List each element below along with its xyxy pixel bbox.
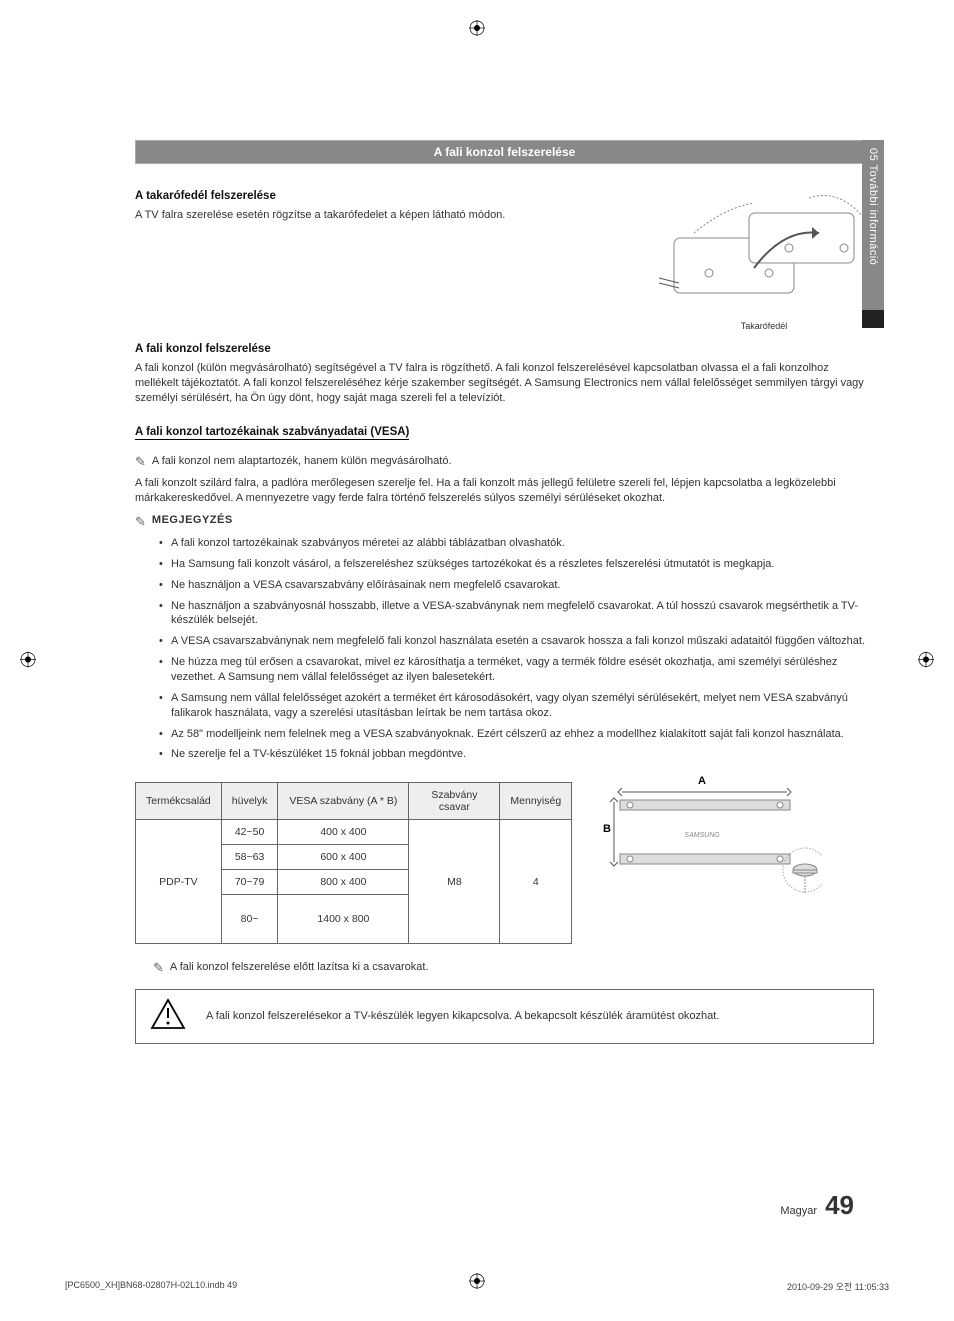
section-side-marker bbox=[862, 310, 884, 328]
warning-box: A fali konzol felszerelésekor a TV-készü… bbox=[135, 989, 874, 1044]
label-a: A bbox=[698, 775, 706, 787]
bracket-illustration: A B SAMSUNG bbox=[592, 772, 822, 925]
section-title-bar: A fali konzol felszerelése bbox=[135, 140, 874, 164]
td-inch: 58~63 bbox=[221, 845, 278, 870]
warning-text: A fali konzol felszerelésekor a TV-készü… bbox=[206, 1009, 719, 1024]
list-item: Ne szerelje fel a TV-készüléket 15 fokná… bbox=[159, 747, 874, 762]
crop-mark-icon bbox=[469, 20, 485, 39]
install-text: A fali konzol (külön megvásárolható) seg… bbox=[135, 361, 874, 406]
page-footer: Magyar 49 bbox=[780, 1190, 854, 1221]
td-inch: 70~79 bbox=[221, 870, 278, 895]
spec-text: A fali konzolt szilárd falra, a padlóra … bbox=[135, 476, 874, 506]
notes-list: A fali konzol tartozékainak szabványos m… bbox=[159, 536, 874, 762]
warning-icon bbox=[150, 998, 186, 1035]
td-inch: 42~50 bbox=[221, 820, 278, 845]
td-vesa: 400 x 400 bbox=[278, 820, 409, 845]
blanking-text: A TV falra szerelése esetén rögzítse a t… bbox=[135, 208, 634, 223]
td-inch: 80~ bbox=[221, 895, 278, 944]
td-vesa: 600 x 400 bbox=[278, 845, 409, 870]
spec-heading: A fali konzol tartozékainak szabványadat… bbox=[135, 426, 409, 440]
list-item: Ne használjon a VESA csavarszabvány előí… bbox=[159, 578, 874, 593]
footer-lang: Magyar bbox=[780, 1205, 817, 1217]
th-family: Termékcsalád bbox=[136, 783, 222, 820]
td-family: PDP-TV bbox=[136, 820, 222, 944]
section-side-tab: 05 További információ bbox=[862, 140, 884, 310]
list-item: Ha Samsung fali konzolt vásárol, a felsz… bbox=[159, 557, 874, 572]
table-row: Termékcsalád hüvelyk VESA szabvány (A * … bbox=[136, 783, 572, 820]
td-screw: M8 bbox=[409, 820, 500, 944]
list-item: Ne használjon a szabványosnál hosszabb, … bbox=[159, 599, 874, 629]
th-qty: Mennyiség bbox=[500, 783, 572, 820]
print-info: [PC6500_XH]BN68-02807H-02L10.indb 49 201… bbox=[65, 1280, 889, 1293]
list-item: Ne húzza meg túl erősen a csavarokat, mi… bbox=[159, 655, 874, 685]
page-number: 49 bbox=[825, 1190, 854, 1221]
note-icon: ✎ bbox=[153, 961, 164, 974]
svg-text:SAMSUNG: SAMSUNG bbox=[684, 832, 720, 839]
td-vesa: 800 x 400 bbox=[278, 870, 409, 895]
label-b: B bbox=[603, 823, 611, 835]
note-label: MEGJEGYZÉS bbox=[152, 514, 233, 526]
crop-mark-icon bbox=[20, 651, 36, 670]
th-vesa: VESA szabvány (A * B) bbox=[278, 783, 409, 820]
loosen-note: A fali konzol felszerelése előtt lazítsa… bbox=[170, 960, 429, 975]
list-item: Az 58" modelljeink nem felelnek meg a VE… bbox=[159, 727, 874, 742]
print-timestamp: 2010-09-29 오전 11:05:33 bbox=[787, 1280, 889, 1293]
th-screw: Szabvány csavar bbox=[409, 783, 500, 820]
print-filename: [PC6500_XH]BN68-02807H-02L10.indb 49 bbox=[65, 1280, 237, 1293]
table-row: PDP-TV 42~50 400 x 400 M8 4 bbox=[136, 820, 572, 845]
install-heading: A fali konzol felszerelése bbox=[135, 343, 874, 355]
list-item: A VESA csavarszabványnak nem megfelelő f… bbox=[159, 634, 874, 649]
note-icon: ✎ bbox=[135, 455, 146, 468]
spec-note1: A fali konzol nem alaptartozék, hanem kü… bbox=[152, 454, 452, 469]
crop-mark-icon bbox=[918, 651, 934, 670]
td-vesa: 1400 x 800 bbox=[278, 895, 409, 944]
vesa-table: Termékcsalád hüvelyk VESA szabvány (A * … bbox=[135, 782, 572, 944]
th-inch: hüvelyk bbox=[221, 783, 278, 820]
list-item: A Samsung nem vállal felelősséget azokér… bbox=[159, 691, 874, 721]
blanking-illustration: Takarófedél bbox=[654, 178, 874, 331]
td-qty: 4 bbox=[500, 820, 572, 944]
blanking-heading: A takarófedél felszerelése bbox=[135, 190, 634, 202]
note-icon: ✎ bbox=[135, 515, 146, 528]
list-item: A fali konzol tartozékainak szabványos m… bbox=[159, 536, 874, 551]
blanking-caption: Takarófedél bbox=[654, 321, 874, 331]
